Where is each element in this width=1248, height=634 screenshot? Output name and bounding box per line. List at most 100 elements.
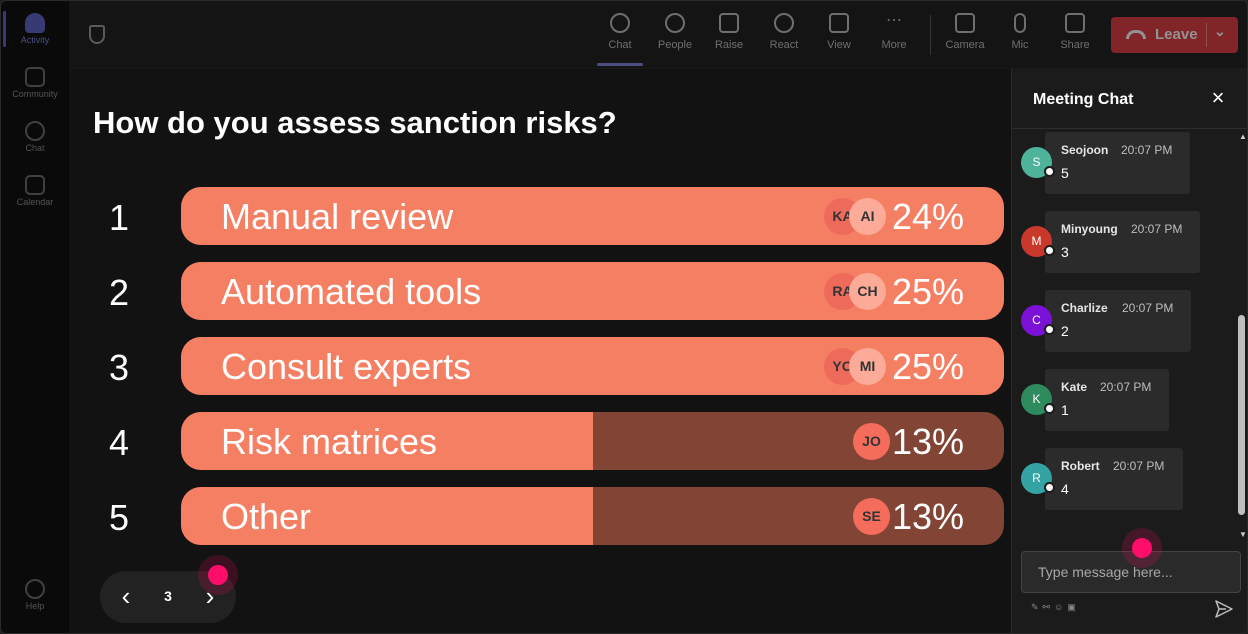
chat-panel-title: Meeting Chat	[1033, 91, 1134, 108]
option-percent: 13%	[891, 421, 964, 462]
chevron-left-icon[interactable]: ‹	[121, 581, 131, 611]
chat-message: Robert 20:07 PM 4 R	[1012, 448, 1234, 512]
avatar: JO	[853, 423, 890, 460]
camera-button-label: Camera	[945, 39, 985, 51]
hang-up-icon	[1126, 30, 1146, 39]
close-icon[interactable]: ×	[1211, 85, 1225, 110]
rail-item-calendar[interactable]: Calendar	[1, 167, 69, 221]
message-text: 2	[1061, 323, 1069, 339]
presence-dot	[1044, 166, 1055, 177]
chevron-down-icon[interactable]: ⌄	[1214, 23, 1226, 39]
rail-item-community[interactable]: Community	[1, 59, 69, 113]
shield-icon	[89, 25, 105, 44]
view-button[interactable]: View	[814, 11, 864, 61]
result-bar-fill	[181, 487, 593, 545]
raise-button-label: Raise	[714, 39, 744, 51]
option-label: Risk matrices	[221, 421, 438, 462]
chat-message: Charlize 20:07 PM 2 C	[1012, 290, 1234, 354]
poll-option: 4 Risk matrices JO 13%	[69, 412, 1011, 472]
message-bubble: Charlize 20:07 PM 2	[1045, 290, 1191, 352]
react-button-label: React	[769, 39, 799, 51]
camera-button[interactable]: Camera	[940, 11, 990, 61]
option-label: Automated tools	[221, 271, 482, 312]
rail-item-chat[interactable]: Chat	[1, 113, 69, 167]
view-button-label: View	[827, 39, 851, 51]
message-author: Minyoung	[1061, 222, 1118, 236]
option-number: 5	[109, 497, 130, 538]
share-icon	[1065, 13, 1085, 33]
result-bar: Consult experts YO MI 25%	[181, 337, 1004, 395]
send-icon[interactable]	[1214, 599, 1234, 619]
scroll-down-icon[interactable]: ▼	[1239, 530, 1247, 539]
scrollbar-thumb[interactable]	[1238, 315, 1245, 515]
result-bar: Automated tools RA CH 25%	[181, 262, 1004, 320]
chat-message: Minyoung 20:07 PM 3 M	[1012, 211, 1234, 275]
avatar: MI	[849, 348, 886, 385]
poll-question: How do you assess sanction risks?	[93, 105, 617, 140]
people-button-label: People	[657, 39, 693, 51]
mic-button[interactable]: Mic	[995, 11, 1045, 61]
raise-hand-button[interactable]: Raise	[704, 11, 754, 61]
option-percent: 25%	[891, 271, 964, 312]
poll-results-stage: How do you assess sanction risks? 1 Manu…	[69, 69, 1011, 633]
share-button[interactable]: Share	[1050, 11, 1100, 61]
message-bubble: Robert 20:07 PM 4	[1045, 448, 1183, 510]
result-bar: Other SE 13%	[181, 487, 1004, 545]
chat-message-input[interactable]	[1021, 551, 1241, 593]
attach-icon[interactable]: ⚯	[1042, 602, 1055, 612]
option-percent: 13%	[891, 496, 964, 537]
option-number: 1	[109, 197, 130, 238]
rail-item-help[interactable]: Help	[1, 571, 69, 625]
chat-scrollbar[interactable]: ▲ ▼	[1234, 129, 1247, 543]
mic-icon	[1014, 13, 1026, 33]
avatar: SE	[853, 498, 890, 535]
click-indicator	[208, 565, 228, 585]
option-label: Other	[221, 496, 312, 537]
avatar: AI	[849, 198, 886, 235]
leave-button[interactable]: Leave ⌄	[1111, 17, 1238, 53]
result-bar-fill	[181, 412, 593, 470]
chat-button[interactable]: Chat	[595, 11, 645, 61]
rail-active-indicator	[3, 11, 6, 47]
more-icon: ⋯	[886, 12, 902, 29]
people-button[interactable]: People	[650, 11, 700, 61]
rail-item-activity[interactable]: Activity	[1, 5, 69, 59]
option-percent: 25%	[891, 346, 964, 387]
leave-split-divider	[1206, 23, 1207, 47]
left-rail: Activity Community Chat Calendar Help	[1, 1, 69, 633]
meeting-chat-panel: Meeting Chat × Seojoon 20:07 PM 5 S Miny…	[1011, 69, 1247, 633]
message-text: 3	[1061, 244, 1069, 260]
message-author: Robert	[1061, 459, 1100, 473]
message-text: 1	[1061, 402, 1069, 418]
format-icon[interactable]: ✎	[1031, 602, 1043, 612]
bell-icon	[25, 13, 45, 33]
more-button[interactable]: ⋯ More	[869, 11, 919, 61]
react-button[interactable]: React	[759, 11, 809, 61]
active-tab-indicator	[597, 63, 643, 66]
smile-icon	[774, 13, 794, 33]
chat-header-divider	[1012, 128, 1247, 129]
option-number: 2	[109, 272, 130, 313]
grid-icon	[829, 13, 849, 33]
message-text: 5	[1061, 165, 1069, 181]
message-author: Charlize	[1061, 301, 1108, 315]
chat-message: Seojoon 20:07 PM 5 S	[1012, 132, 1234, 196]
emoji-icon[interactable]: ☺	[1054, 602, 1068, 612]
mic-button-label: Mic	[1011, 39, 1029, 51]
poll-option: 2 Automated tools RA CH 25%	[69, 262, 1011, 322]
chevron-right-icon[interactable]: ›	[205, 581, 215, 611]
help-icon	[25, 579, 45, 599]
option-number: 3	[109, 347, 130, 388]
hand-icon	[719, 13, 739, 33]
presence-dot	[1044, 482, 1055, 493]
scroll-up-icon[interactable]: ▲	[1239, 132, 1247, 141]
chat-button-label: Chat	[608, 39, 632, 51]
community-icon	[25, 67, 45, 87]
toolbar-divider	[930, 15, 931, 55]
result-bar: Risk matrices JO 13%	[181, 412, 1004, 470]
option-number: 4	[109, 422, 130, 463]
gif-icon[interactable]: ▣	[1067, 602, 1080, 612]
click-indicator	[1132, 538, 1152, 558]
message-author: Kate	[1061, 380, 1088, 394]
